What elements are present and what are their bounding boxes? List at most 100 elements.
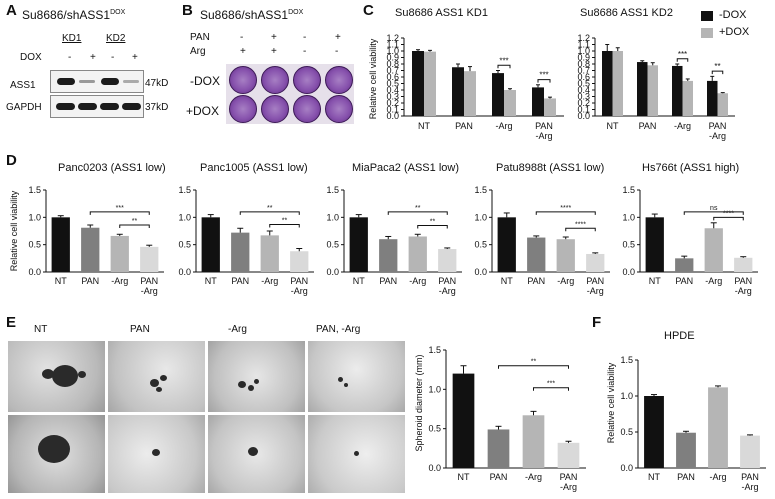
y-tick-label: 0.4 <box>386 85 399 95</box>
category-label: -Arg <box>141 286 158 296</box>
y-tick-label: 0.5 <box>326 240 339 250</box>
well <box>261 66 289 94</box>
y-tick-label: 0.3 <box>386 92 399 102</box>
bar <box>734 257 753 272</box>
category-label: PAN <box>455 121 473 131</box>
significance-bracket <box>565 227 596 232</box>
y-tick-label: 0.7 <box>577 66 590 76</box>
category-label: PAN <box>290 276 308 286</box>
y-tick-label: 1.0 <box>620 391 633 401</box>
y-tick-label: 0.8 <box>386 59 399 69</box>
bar <box>708 387 728 468</box>
bar <box>424 51 436 116</box>
significance-label: *** <box>678 50 687 59</box>
panel-b-title-main: Su8686/shASS1 <box>200 8 289 22</box>
panel-b-pan-sign-2: + <box>271 32 277 43</box>
panel-label-b: B <box>182 2 193 19</box>
panel-d3-title: MiaPaca2 (ASS1 low) <box>352 162 459 174</box>
y-tick-label: 0.5 <box>386 79 399 89</box>
panel-a-title: Su8686/shASS1DOX <box>22 8 125 22</box>
panel-d1-chart: 0.00.51.01.5NT PAN -Arg PAN-Arg***** <box>28 185 164 296</box>
y-tick-label: 0.1 <box>386 105 399 115</box>
y-tick-label: 0.2 <box>577 98 590 108</box>
bar <box>672 65 683 116</box>
significance-bracket <box>119 224 150 228</box>
category-label: -Arg <box>674 121 691 131</box>
blot-size-gapdh: 37kD <box>145 102 169 113</box>
legend-swatch-plus-dox <box>701 28 713 38</box>
bar <box>704 228 723 272</box>
well <box>229 95 257 123</box>
bar <box>644 396 664 468</box>
category-label: -Arg <box>709 131 726 141</box>
panel-b-title: Su8686/shASS1DOX <box>200 8 303 22</box>
category-label: NT <box>205 276 217 286</box>
bar <box>532 87 544 116</box>
bar <box>492 73 504 116</box>
panel-b-row-label-plus: +DOX <box>186 104 220 118</box>
spheroid-image <box>8 415 105 493</box>
y-tick-label: 1.5 <box>28 185 41 195</box>
significance-bracket <box>497 64 511 69</box>
category-label: PAN <box>709 121 727 131</box>
bar <box>379 239 398 272</box>
significance-bracket <box>498 365 569 369</box>
y-tick-label: 1.5 <box>178 185 191 195</box>
y-tick-label: 1.0 <box>577 46 590 56</box>
significance-bracket <box>676 58 689 62</box>
blot-band <box>78 103 97 110</box>
panel-f-title: HPDE <box>664 330 695 342</box>
y-tick-label: 0.0 <box>386 111 399 121</box>
panel-e-chart: 0.00.51.01.5NT PAN -Arg PAN-Arg***** <box>428 345 586 492</box>
category-label: -Arg <box>261 276 278 286</box>
category-label: NT <box>649 276 661 286</box>
panel-label-a: A <box>6 2 17 19</box>
bar <box>645 217 664 272</box>
bar <box>556 239 575 272</box>
panel-c1-chart: 0.00.10.20.30.40.50.60.70.80.91.01.11.2 N… <box>386 33 564 141</box>
bar <box>602 51 613 116</box>
y-tick-label: 1.5 <box>474 185 487 195</box>
bar <box>497 217 516 272</box>
y-tick-label: 0.7 <box>386 66 399 76</box>
panel-a-title-sup: DOX <box>110 9 126 16</box>
category-label: -Arg <box>735 286 752 296</box>
y-tick-label: 0.0 <box>28 267 41 277</box>
bar <box>452 373 475 468</box>
category-label: PAN <box>560 472 578 482</box>
y-tick-label: 1.0 <box>178 212 191 222</box>
bar <box>290 251 309 272</box>
panel-d1-title: Panc0203 (ASS1 low) <box>58 162 166 174</box>
category-label: PAN <box>81 276 99 286</box>
well <box>229 66 257 94</box>
bar <box>504 90 516 116</box>
y-tick-label: 1.0 <box>474 212 487 222</box>
panel-a-dox-sign-1: - <box>68 52 72 63</box>
bar <box>201 217 220 272</box>
category-label: PAN <box>734 276 752 286</box>
blot-band <box>56 103 75 110</box>
bar <box>231 232 250 272</box>
category-label: PAN <box>677 472 695 482</box>
y-tick-label: 0.5 <box>620 427 633 437</box>
y-tick-label: 0.2 <box>386 98 399 108</box>
panel-a-dox-sign-3: - <box>111 52 115 63</box>
bar <box>682 80 693 116</box>
significance-bracket <box>711 70 724 75</box>
category-label: -Arg <box>705 276 722 286</box>
y-tick-label: 0.5 <box>474 240 487 250</box>
category-label: NT <box>458 472 470 482</box>
y-tick-label: 0.4 <box>577 85 590 95</box>
panel-b-arg-sign-2: + <box>271 46 277 57</box>
significance-label: ** <box>714 62 720 71</box>
category-label: -Arg <box>587 286 604 296</box>
panel-b-arg-sign-3: - <box>303 46 307 57</box>
category-label: NT <box>418 121 430 131</box>
blot-band <box>101 78 119 85</box>
y-tick-label: 0.6 <box>386 72 399 82</box>
y-tick-label: 1.5 <box>620 355 633 365</box>
category-label: NT <box>55 276 67 286</box>
panel-d-ylabel-wrap: Relative cell viability <box>6 178 21 288</box>
panel-c1-title: Su8686 ASS1 KD1 <box>395 7 488 19</box>
